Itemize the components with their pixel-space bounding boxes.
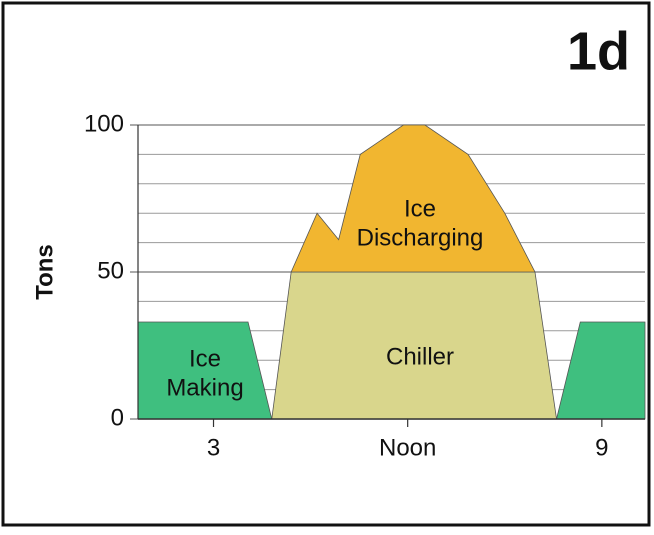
y-tick-label: 100 bbox=[84, 110, 124, 137]
y-tick-label: 50 bbox=[97, 257, 124, 284]
chart-title: 1d bbox=[567, 21, 630, 81]
area-label: Ice Making bbox=[166, 346, 243, 402]
x-tick-label: Noon bbox=[379, 434, 436, 461]
area-label-line: Ice bbox=[189, 346, 221, 373]
area-label: Ice Discharging bbox=[357, 196, 484, 252]
y-axis-label: Tons bbox=[31, 244, 58, 300]
area bbox=[290, 124, 536, 273]
x-tick-label: 9 bbox=[595, 434, 608, 461]
area-label: Chiller bbox=[386, 343, 454, 370]
area-label-line: Discharging bbox=[357, 225, 484, 252]
y-tick-label: 0 bbox=[111, 404, 124, 431]
area-label-line: Making bbox=[166, 375, 243, 402]
x-tick-label: 3 bbox=[207, 434, 220, 461]
area-label-line: Ice bbox=[404, 196, 436, 223]
